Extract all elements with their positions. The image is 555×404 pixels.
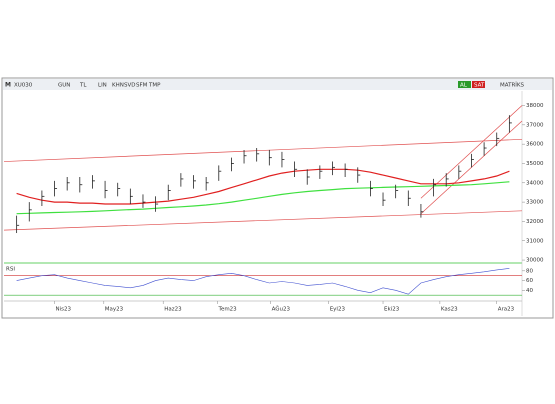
logo: M (5, 82, 11, 89)
x-tick-label: May23 (105, 307, 124, 313)
toolbar-item[interactable]: LIN (98, 83, 107, 89)
button[interactable] (472, 81, 485, 88)
y-tick-label: 31000 (526, 238, 544, 244)
y-tick-label: 60 (526, 278, 533, 284)
y-tick-label: 40 (526, 288, 533, 294)
y-tick-label: 34000 (526, 180, 544, 186)
trend-line (420, 105, 523, 199)
toolbar-item[interactable]: SFM (136, 83, 148, 89)
x-tick-label: Eyl23 (330, 307, 346, 313)
toolbar-item[interactable]: TMP (148, 83, 161, 89)
x-tick-label: Haz23 (164, 307, 182, 313)
y-tick-label: 36000 (526, 142, 544, 148)
toolbar-item[interactable]: SAT (474, 83, 485, 89)
y-tick-label: 37000 (526, 122, 544, 128)
toolbar-item[interactable]: AL (460, 83, 468, 89)
y-tick-label: 80 (526, 268, 533, 274)
toolbar-item[interactable]: GUN (58, 83, 70, 89)
button[interactable] (458, 81, 471, 88)
toolbar (3, 79, 552, 90)
x-tick-label: Nis23 (56, 307, 72, 313)
x-tick-label: AĞu23 (272, 306, 291, 313)
moving-average (16, 168, 510, 205)
y-tick-label: 32000 (526, 219, 544, 225)
panel-title: RSI (6, 267, 15, 273)
x-tick-label: Eki23 (384, 307, 400, 313)
frame (1, 77, 554, 319)
trend-line (3, 210, 523, 231)
x-tick-label: Tem23 (218, 307, 238, 313)
toolbar-item[interactable]: XU030 (14, 83, 33, 89)
y-tick-label: 38000 (526, 103, 544, 109)
toolbar-item[interactable]: TL (79, 83, 87, 89)
toolbar-item[interactable]: MATRİKS (500, 82, 524, 89)
toolbar-item[interactable]: SVD (124, 83, 136, 89)
x-tick-label: Kas23 (441, 307, 458, 313)
y-tick-label: 30000 (526, 258, 544, 264)
y-tick-label: 33000 (526, 200, 544, 206)
x-tick-label: Ara23 (498, 307, 515, 313)
rsi-line (16, 268, 510, 295)
moving-average (16, 181, 510, 215)
y-tick-label: 35000 (526, 161, 544, 167)
toolbar-item[interactable]: KHN (112, 83, 124, 89)
trend-line (3, 138, 523, 162)
